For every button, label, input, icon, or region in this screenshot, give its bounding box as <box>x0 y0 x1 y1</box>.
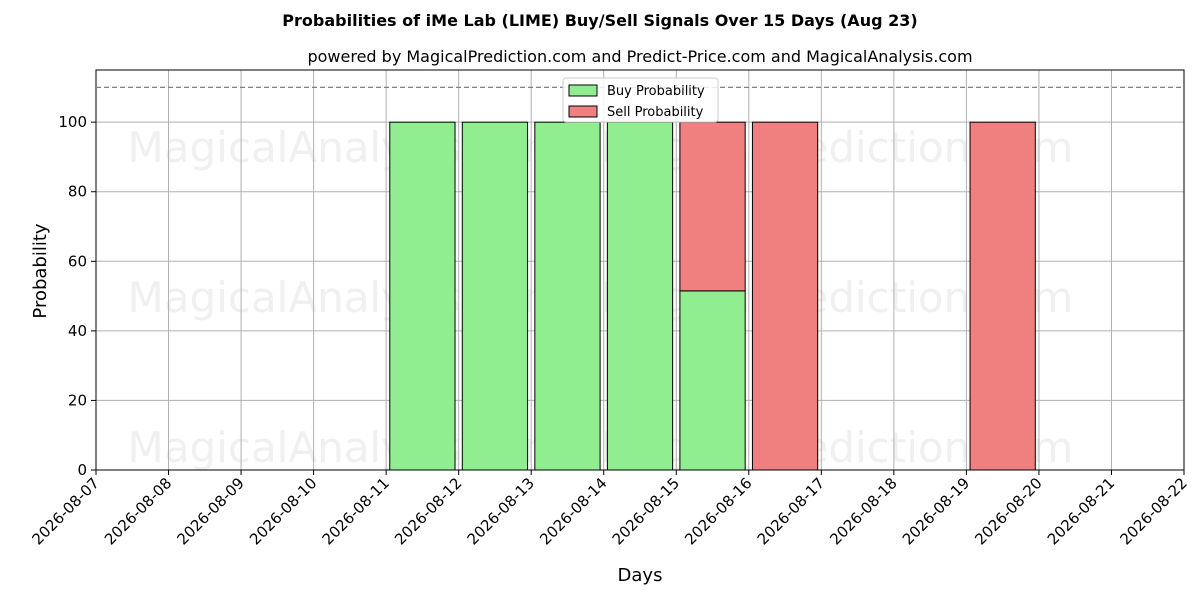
legend-label: Buy Probability <box>607 84 705 99</box>
bar-buy-probability <box>461 121 529 471</box>
legend-swatch <box>568 105 598 118</box>
bar-buy-probability <box>679 290 746 471</box>
y-tick-label: 40 <box>68 322 87 340</box>
x-tick-label: 2026-08-12 <box>391 474 465 548</box>
x-tick-label: 2026-08-14 <box>536 474 610 548</box>
y-tick-label: 100 <box>58 113 87 131</box>
chart-title: Probabilities of iMe Lab (LIME) Buy/Sell… <box>282 11 917 30</box>
y-tick-label: 80 <box>68 183 87 201</box>
x-ticks: 2026-08-072026-08-082026-08-092026-08-10… <box>28 470 1191 548</box>
x-tick-label: 2026-08-18 <box>826 474 900 548</box>
x-tick-label: 2026-08-07 <box>28 474 102 548</box>
bar-sell-probability <box>751 121 819 471</box>
bar-buy-probability <box>534 121 601 471</box>
y-tick-label: 0 <box>77 461 87 479</box>
x-tick-label: 2026-08-15 <box>609 474 683 548</box>
x-tick-label: 2026-08-20 <box>971 474 1045 548</box>
x-tick-label: 2026-08-09 <box>174 474 248 548</box>
legend-box <box>562 77 719 123</box>
x-tick-label: 2026-08-10 <box>246 474 320 548</box>
x-tick-label: 2026-08-17 <box>754 474 828 548</box>
y-ticks: 0 20 40 60 80 100 <box>58 113 96 479</box>
x-axis-label: Days <box>618 565 663 586</box>
bar-sell-probability <box>679 121 746 292</box>
plot-frame <box>95 69 1185 471</box>
y-tick-label: 20 <box>68 391 87 409</box>
bar-sell-probability <box>969 121 1036 471</box>
bar-buy-probability <box>389 121 456 471</box>
legend: Buy Probability Sell Probability <box>562 77 719 123</box>
x-tick-label: 2026-08-13 <box>464 474 538 548</box>
chart-subtitle: powered by MagicalPrediction.com and Pre… <box>307 47 972 66</box>
bar-buy-probability <box>606 121 674 471</box>
x-tick-label: 2026-08-19 <box>899 474 973 548</box>
y-axis-label: Probability <box>30 223 51 318</box>
legend-swatch <box>568 84 598 97</box>
x-tick-label: 2026-08-16 <box>681 474 755 548</box>
x-tick-label: 2026-08-11 <box>319 474 393 548</box>
x-tick-label: 2026-08-21 <box>1044 474 1118 548</box>
legend-label: Sell Probability <box>607 105 704 120</box>
x-tick-label: 2026-08-22 <box>1116 474 1190 548</box>
x-tick-label: 2026-08-08 <box>101 474 175 548</box>
y-tick-label: 60 <box>68 252 87 270</box>
